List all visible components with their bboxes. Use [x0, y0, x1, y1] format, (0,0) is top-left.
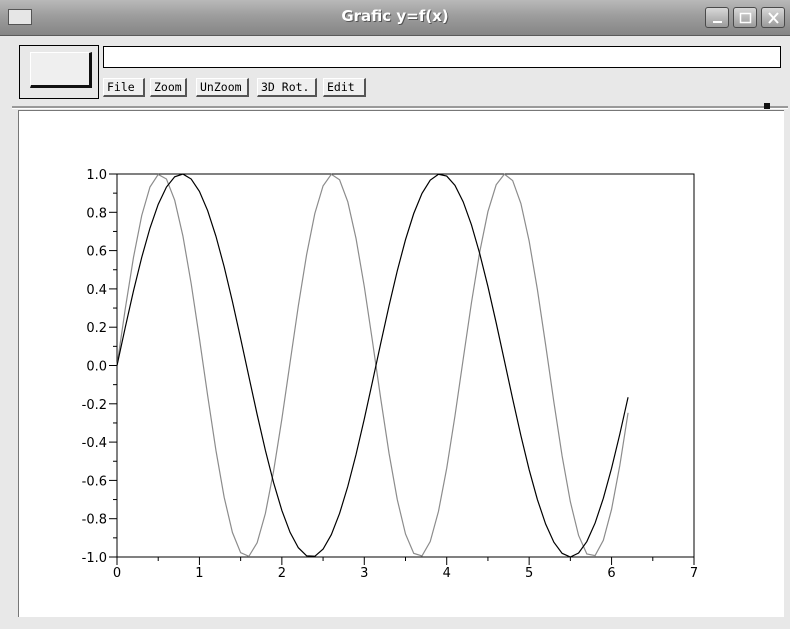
series-line-sin2x — [116, 173, 629, 558]
x-tick-label: 1 — [195, 566, 203, 581]
unzoom-menu-button[interactable]: UnZoom — [196, 78, 249, 97]
x-tick-label: 4 — [443, 566, 451, 581]
y-tick-label: 0.2 — [86, 321, 107, 336]
y-tick-label: -1.0 — [82, 551, 107, 566]
resize-grip[interactable] — [764, 103, 770, 109]
y-tick-label: 0.6 — [86, 245, 107, 260]
y-tick-label: -0.4 — [82, 436, 107, 451]
minimize-button[interactable] — [705, 7, 729, 28]
zoom-menu-button[interactable]: Zoom — [150, 78, 187, 97]
title-bar[interactable]: Grafic y=f(x) — [0, 0, 790, 36]
x-tick-label: 3 — [360, 566, 368, 581]
maximize-icon — [739, 12, 752, 24]
x-tick-label: 7 — [690, 566, 698, 581]
line-chart: -1.0 -0.8 -0.6 -0.4 -0.2 0.0 0.2 0.4 0.6 0.8 1.0 0 1… — [82, 168, 699, 581]
y-tick-label: 1.0 — [86, 168, 107, 183]
close-icon — [768, 12, 779, 24]
series-line-sin3x — [116, 173, 629, 558]
x-tick-label: 5 — [525, 566, 533, 581]
window-title: Grafic y=f(x) — [341, 7, 449, 25]
y-tick-label: -0.6 — [82, 474, 107, 489]
y-tick-label: -0.2 — [82, 398, 107, 413]
x-tick-label: 6 — [607, 566, 615, 581]
toolbar-separator — [12, 106, 788, 109]
y-tick-label: -0.8 — [82, 513, 107, 528]
close-button[interactable] — [761, 7, 785, 28]
y-tick-label: 0.8 — [86, 206, 107, 221]
window-number-button[interactable] — [30, 52, 92, 88]
maximize-button[interactable] — [733, 7, 757, 28]
file-menu-button[interactable]: File — [103, 78, 145, 97]
x-tick-label: 2 — [278, 566, 286, 581]
x-tick-label: 0 — [113, 566, 121, 581]
y-tick-label: 0.4 — [86, 283, 107, 298]
edit-menu-button[interactable]: Edit — [323, 78, 366, 97]
plot-canvas[interactable]: -1.0 -0.8 -0.6 -0.4 -0.2 0.0 0.2 0.4 0.6 0.8 1.0 0 1… — [18, 110, 784, 617]
window-bottom-border — [0, 617, 790, 629]
window-menu-icon[interactable] — [8, 9, 32, 25]
y-tick-label: 0.0 — [86, 360, 107, 375]
message-field — [103, 46, 781, 68]
minimize-icon — [713, 21, 722, 23]
3d-rotation-menu-button[interactable]: 3D Rot. — [257, 78, 317, 97]
graphic-window-selector[interactable] — [19, 45, 99, 99]
